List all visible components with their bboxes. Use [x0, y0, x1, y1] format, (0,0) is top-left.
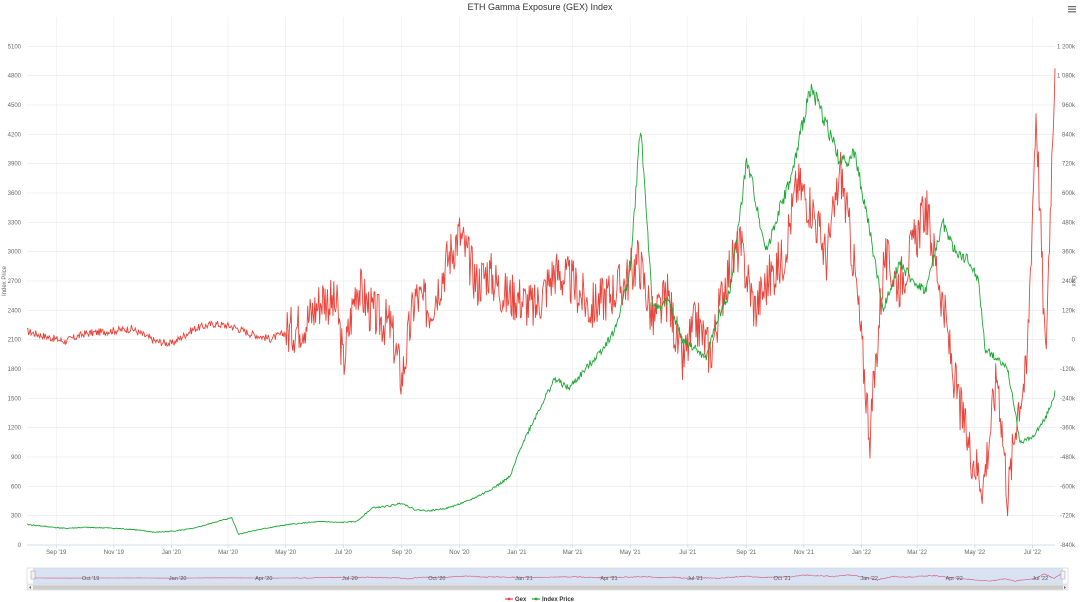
x-tick-label: Nov '20 — [449, 550, 470, 556]
legend-label: Index Price — [542, 597, 575, 602]
navigator-tick-label: Jan '22 — [860, 576, 878, 582]
navigator-selection[interactable] — [33, 568, 1063, 584]
right-axis: -840k -720k -600k -480k -360k -240k -120k 0 120k… — [1057, 44, 1076, 549]
legend-marker — [507, 597, 511, 601]
navigator-tick-label: Apr '20 — [255, 576, 272, 582]
navigator-scrollbar-thumb[interactable] — [33, 585, 1063, 590]
y-left-tick-label: 1500 — [8, 396, 22, 402]
left-axis: 0 300 600 900 1200 1500 1800 2100 2400 2700 3000 33… — [8, 44, 22, 549]
y-left-tick-label: 1200 — [8, 426, 22, 432]
x-tick-label: Jan '21 — [507, 550, 527, 556]
x-axis: Sep '19 Nov '19 Jan '20 Mar '20 May '20 Jul '… — [27, 544, 1055, 556]
grid — [27, 17, 1055, 546]
legend-item[interactable]: Index Price — [532, 597, 575, 602]
x-tick-label: Mar '20 — [218, 550, 238, 556]
y-right-tick-label: 720k — [1062, 162, 1076, 168]
y-left-tick-label: 0 — [18, 543, 22, 549]
scroll-left-icon[interactable] — [29, 586, 31, 589]
navigator[interactable]: Oct '19 Jan '20 Apr '20 Jul '20 Oct '20 Jan '… — [26, 567, 1069, 591]
y-right-tick-label: -480k — [1060, 455, 1076, 461]
y-right-tick-label: 120k — [1062, 308, 1076, 314]
y-right-tick-label: 840k — [1062, 132, 1076, 138]
x-tick-label: Jul '20 — [335, 550, 353, 556]
menu-icon[interactable] — [1068, 6, 1076, 13]
y-left-tick-label: 2100 — [8, 338, 22, 344]
y-left-tick-label: 600 — [11, 484, 22, 490]
y-right-tick-label: -840k — [1060, 543, 1076, 549]
y-left-tick-label: 300 — [11, 514, 22, 520]
x-tick-label: Nov '21 — [794, 550, 815, 556]
y-right-tick-label: -120k — [1060, 367, 1076, 373]
navigator-handle-right[interactable] — [1060, 570, 1066, 580]
y-right-tick-label: 240k — [1062, 279, 1076, 285]
y-right-tick-label: 0 — [1072, 338, 1076, 344]
navigator-tick-label: Jul '22 — [1032, 576, 1048, 582]
series-layer — [26, 68, 1056, 536]
y-left-tick-label: 4500 — [8, 103, 22, 109]
y-left-tick-label: 4200 — [8, 132, 22, 138]
x-tick-label: Jan '22 — [852, 550, 872, 556]
y-left-tick-label: 3900 — [8, 162, 22, 168]
navigator-tick-label: Oct '21 — [773, 576, 790, 582]
x-tick-label: May '22 — [964, 550, 985, 556]
legend: Gex Index Price — [505, 597, 575, 602]
y-left-tick-label: 1800 — [8, 367, 22, 373]
series-line-gex — [26, 68, 1056, 517]
x-tick-label: Jan '20 — [162, 550, 182, 556]
series-line-index-price — [27, 83, 1056, 536]
y-left-tick-label: 2700 — [8, 279, 22, 285]
y-right-tick-label: -360k — [1060, 426, 1076, 432]
left-axis-title: Index Price — [2, 265, 8, 296]
y-right-tick-label: -720k — [1060, 514, 1076, 520]
y-left-tick-label: 900 — [11, 455, 22, 461]
y-left-tick-label: 3600 — [8, 191, 22, 197]
x-tick-label: Nov '19 — [104, 550, 125, 556]
chart-title: ETH Gamma Exposure (GEX) Index — [467, 2, 613, 12]
navigator-tick-label: Oct '19 — [82, 576, 99, 582]
scroll-right-icon[interactable] — [1064, 586, 1066, 589]
y-right-tick-label: -240k — [1060, 396, 1076, 402]
y-right-tick-label: 960k — [1062, 103, 1076, 109]
right-axis-title: Gex — [1070, 275, 1076, 286]
y-left-tick-label: 2400 — [8, 308, 22, 314]
y-left-tick-label: 4800 — [8, 74, 22, 80]
legend-label: Gex — [515, 597, 527, 602]
y-right-tick-label: 600k — [1062, 191, 1076, 197]
navigator-tick-label: Jul '20 — [342, 576, 358, 582]
navigator-handle-left[interactable] — [30, 570, 36, 580]
legend-marker — [534, 597, 538, 601]
x-tick-label: Sep '21 — [736, 550, 757, 556]
legend-item[interactable]: Gex — [505, 597, 527, 602]
x-tick-label: Jul '22 — [1024, 550, 1042, 556]
x-tick-label: May '21 — [620, 550, 641, 556]
y-left-tick-label: 3300 — [8, 220, 22, 226]
y-right-tick-label: 480k — [1062, 220, 1076, 226]
y-left-tick-label: 5100 — [8, 44, 22, 50]
x-tick-label: May '20 — [275, 550, 296, 556]
y-right-tick-label: -600k — [1060, 484, 1076, 490]
y-right-tick-label: 1 200k — [1057, 44, 1076, 50]
y-left-tick-label: 3000 — [8, 250, 22, 256]
navigator-series-gex — [33, 572, 1064, 582]
navigator-tick-label: Apr '21 — [600, 576, 617, 582]
navigator-tick-label: Oct '20 — [428, 576, 445, 582]
navigator-tick-label: Jan '21 — [515, 576, 533, 582]
x-tick-label: Sep '20 — [392, 550, 413, 556]
x-tick-label: Sep '19 — [46, 550, 67, 556]
y-right-tick-label: 360k — [1062, 250, 1076, 256]
navigator-tick-label: Jul '21 — [687, 576, 703, 582]
x-tick-label: Jul '21 — [679, 550, 697, 556]
y-right-tick-label: 1 080k — [1057, 74, 1076, 80]
navigator-tick-label: Jan '20 — [169, 576, 187, 582]
x-tick-label: Mar '22 — [907, 550, 927, 556]
x-tick-label: Mar '21 — [563, 550, 583, 556]
navigator-tick-label: Apr '22 — [946, 576, 963, 582]
